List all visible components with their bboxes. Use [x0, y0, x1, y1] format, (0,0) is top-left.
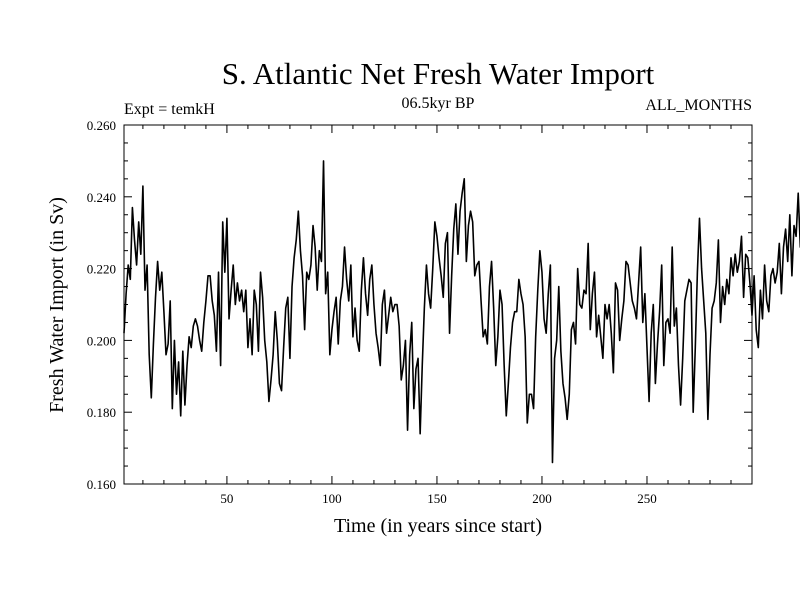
experiment-label: Expt = temkH — [124, 101, 215, 118]
x-tick-labels: 50 100 150 200 250 — [220, 491, 656, 506]
x-axis-label: Time (in years since start) — [334, 515, 542, 537]
months-label: ALL_MONTHS — [645, 97, 752, 114]
x-tick-label: 150 — [427, 491, 447, 506]
x-tick-label: 50 — [220, 491, 233, 506]
y-axis-label: Fresh Water Import (in Sv) — [46, 197, 68, 413]
y-tick-labels: 0.160 0.180 0.200 0.220 0.240 0.260 — [87, 118, 116, 492]
y-tick-label: 0.260 — [87, 118, 116, 133]
x-tick-label: 100 — [322, 491, 342, 506]
series-line — [123, 160, 800, 464]
x-tick-label: 200 — [532, 491, 552, 506]
axis-ticks — [124, 125, 753, 484]
chart-title: S. Atlantic Net Fresh Water Import — [222, 56, 655, 91]
y-tick-label: 0.240 — [87, 190, 116, 205]
y-tick-label: 0.160 — [87, 477, 116, 492]
y-tick-label: 0.200 — [87, 333, 116, 348]
x-tick-label: 250 — [637, 491, 657, 506]
y-tick-label: 0.180 — [87, 405, 116, 420]
period-label: 06.5kyr BP — [402, 95, 475, 112]
y-tick-label: 0.220 — [87, 262, 116, 277]
